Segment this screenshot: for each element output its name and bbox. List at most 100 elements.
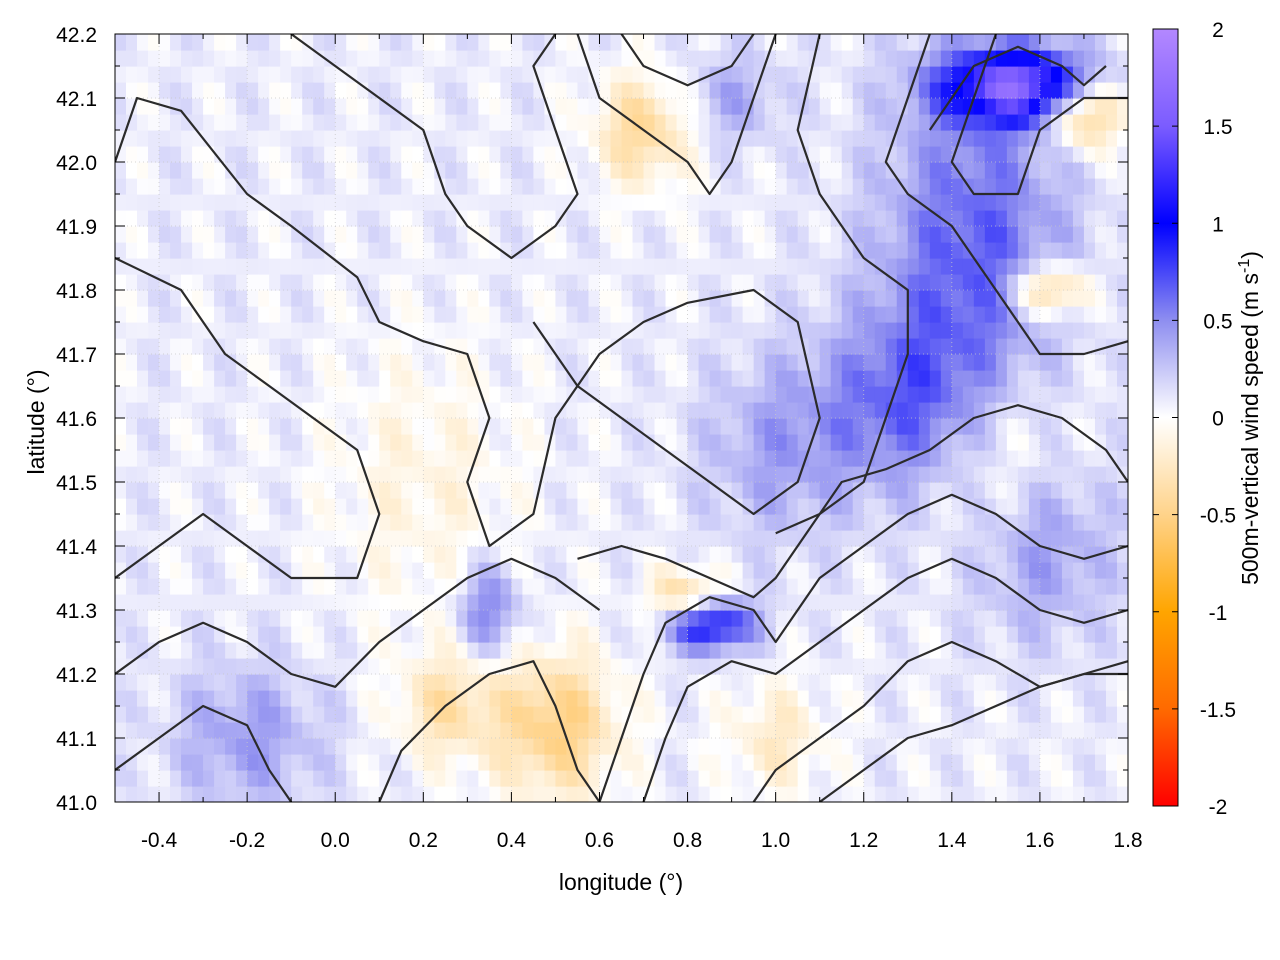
field-cell xyxy=(962,706,975,723)
field-cell xyxy=(214,786,226,802)
field-cell xyxy=(203,722,215,739)
field-cell xyxy=(126,722,138,739)
field-cell xyxy=(434,226,446,243)
field-cell xyxy=(676,322,689,339)
field-cell xyxy=(236,594,248,611)
field-cell xyxy=(830,34,843,51)
field-cell xyxy=(786,498,799,515)
field-cell xyxy=(192,562,204,579)
field-cell xyxy=(742,530,755,547)
field-cell xyxy=(115,258,127,275)
field-cell xyxy=(742,466,755,483)
field-cell xyxy=(1094,306,1107,323)
field-cell xyxy=(258,66,270,83)
field-cell xyxy=(478,338,490,355)
field-cell xyxy=(478,226,490,243)
field-cell xyxy=(797,82,810,99)
field-cell xyxy=(676,418,689,435)
field-cell xyxy=(1006,66,1019,83)
field-cell xyxy=(808,498,821,515)
field-cell xyxy=(489,386,501,403)
field-cell xyxy=(368,146,380,163)
field-cell xyxy=(918,354,931,371)
field-cell xyxy=(1006,514,1019,531)
field-cell xyxy=(302,290,314,307)
field-cell xyxy=(544,514,557,531)
field-cell xyxy=(247,418,259,435)
field-cell xyxy=(940,450,953,467)
field-cell xyxy=(544,146,557,163)
field-cell xyxy=(1083,546,1096,563)
field-cell xyxy=(566,578,579,595)
field-cell xyxy=(610,114,623,131)
field-cell xyxy=(1039,562,1052,579)
field-cell xyxy=(698,690,711,707)
field-cell xyxy=(863,770,876,787)
field-cell xyxy=(500,66,512,83)
field-cell xyxy=(1072,210,1085,227)
field-cell xyxy=(896,738,909,755)
field-cell xyxy=(236,578,248,595)
field-cell xyxy=(951,242,964,259)
field-cell xyxy=(1050,434,1063,451)
field-cell xyxy=(775,178,788,195)
field-cell xyxy=(775,338,788,355)
field-cell xyxy=(357,194,369,211)
field-cell xyxy=(885,370,898,387)
field-cell xyxy=(907,610,920,627)
field-cell xyxy=(335,258,347,275)
field-cell xyxy=(313,754,325,771)
field-cell xyxy=(511,434,524,451)
field-cell xyxy=(1050,354,1063,371)
field-cell xyxy=(973,738,986,755)
field-cell xyxy=(1061,386,1074,403)
field-cell xyxy=(830,450,843,467)
field-cell xyxy=(1050,274,1063,291)
field-cell xyxy=(159,162,171,179)
field-cell xyxy=(379,738,391,755)
field-cell xyxy=(918,210,931,227)
field-cell xyxy=(489,482,501,499)
field-cell xyxy=(401,114,413,131)
field-cell xyxy=(489,722,501,739)
field-cell xyxy=(1072,626,1085,643)
field-cell xyxy=(137,258,149,275)
field-cell xyxy=(126,50,138,67)
field-cell xyxy=(258,482,270,499)
field-cell xyxy=(775,786,788,802)
field-cell xyxy=(555,66,568,83)
field-cell xyxy=(181,402,193,419)
field-cell xyxy=(753,690,766,707)
field-cell xyxy=(632,194,645,211)
field-cell xyxy=(412,466,424,483)
field-cell xyxy=(225,690,237,707)
field-cell xyxy=(731,178,744,195)
field-cell xyxy=(621,434,634,451)
field-cell xyxy=(456,658,468,675)
field-cell xyxy=(1105,738,1118,755)
field-cell xyxy=(1006,722,1019,739)
field-cell xyxy=(445,514,457,531)
field-cell xyxy=(511,514,524,531)
field-cell xyxy=(390,786,402,802)
field-cell xyxy=(599,674,612,691)
field-cell xyxy=(874,466,887,483)
field-cell xyxy=(280,434,292,451)
field-cell xyxy=(753,322,766,339)
field-cell xyxy=(423,706,435,723)
field-cell xyxy=(159,290,171,307)
field-cell xyxy=(863,370,876,387)
field-cell xyxy=(951,274,964,291)
colorbar-tick-label: 1.5 xyxy=(1203,116,1232,139)
field-cell xyxy=(1039,674,1052,691)
field-cell xyxy=(599,162,612,179)
field-cell xyxy=(489,82,501,99)
field-cell xyxy=(115,786,127,802)
field-cell xyxy=(115,34,127,51)
field-cell xyxy=(148,130,160,147)
field-cell xyxy=(214,274,226,291)
field-cell xyxy=(929,450,942,467)
field-cell xyxy=(599,402,612,419)
field-cell xyxy=(995,738,1008,755)
field-cell xyxy=(643,706,656,723)
